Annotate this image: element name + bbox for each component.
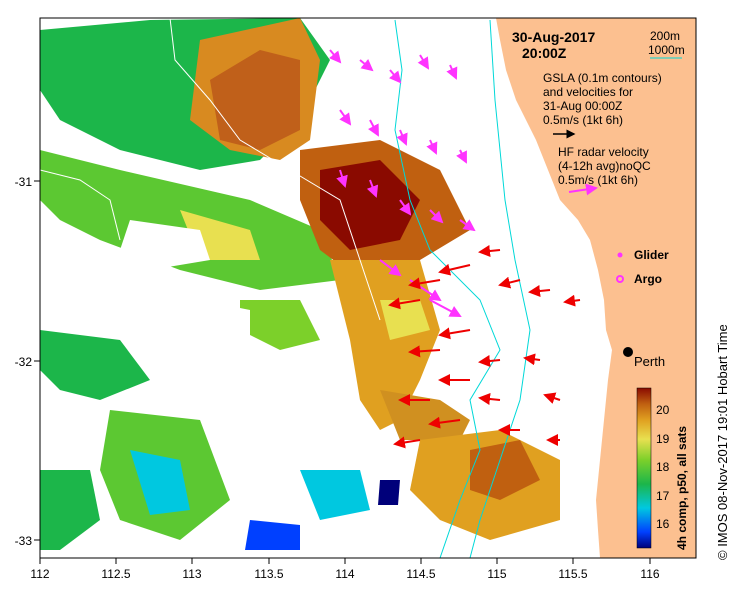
title-time: 20:00Z: [522, 45, 567, 61]
colorbar-caption: 4h comp, p50, all sats: [675, 426, 689, 550]
city-label-perth: Perth: [634, 354, 665, 369]
credit-text: © IMOS 08-Nov-2017 19:01 Hobart Time: [715, 324, 730, 560]
gsla-legend-scale: 0.5m/s (1kt 6h): [543, 113, 623, 127]
glider-symbol: [617, 252, 623, 258]
hf-legend-line2: (4-12h avg)noQC: [558, 159, 651, 173]
x-tick-116: 116: [640, 567, 659, 581]
x-tick-112-5: 112.5: [101, 567, 130, 581]
x-tick-113: 113: [182, 567, 201, 581]
x-tick-112: 112: [30, 567, 49, 581]
perth-marker: [623, 347, 633, 357]
x-tick-114-5: 114.5: [406, 567, 435, 581]
colorbar-tick-16: 16: [656, 517, 670, 531]
y-axis: -31 -32 -33: [15, 175, 33, 548]
gsla-legend-line2: and velocities for: [543, 85, 633, 99]
x-tick-115: 115: [487, 567, 506, 581]
gsla-legend-line3: 31-Aug 00:00Z: [543, 99, 622, 113]
colorbar-tick-19: 19: [656, 432, 670, 446]
hf-legend-scale: 0.5m/s (1kt 6h): [558, 173, 638, 187]
colorbar-tick-20: 20: [656, 403, 670, 417]
x-tick-113-5: 113.5: [254, 567, 283, 581]
y-tick-minus32: -32: [15, 355, 33, 369]
argo-label: Argo: [634, 272, 662, 286]
colorbar-ticks: 16 17 18 19 20: [656, 403, 670, 531]
x-axis: 112 112.5 113 113.5 114 114.5 115 115.5 …: [30, 180, 660, 581]
glider-label: Glider: [634, 248, 669, 262]
isobath-200m: [169, 18, 381, 321]
y-tick-minus33: -33: [15, 534, 33, 548]
isobath-1000m-b: [469, 19, 531, 558]
velocity-arrows: [388, 245, 581, 449]
colorbar: [636, 387, 652, 549]
contour-legend-1000: 1000m: [648, 43, 685, 57]
hf-legend-line1: HF radar velocity: [558, 145, 649, 159]
y-tick-minus31: -31: [15, 175, 33, 189]
x-tick-114: 114: [335, 567, 354, 581]
colorbar-tick-18: 18: [656, 460, 670, 474]
argo-symbol: [616, 275, 624, 283]
plot-frame: [39, 17, 697, 559]
hf-legend-arrow: [568, 183, 598, 196]
sst-field: [40, 18, 696, 558]
contour-legend-200: 200m: [650, 29, 680, 43]
hf-radar-arrows: [328, 49, 476, 317]
colorbar-tick-17: 17: [656, 489, 670, 503]
gsla-legend-line1: GSLA (0.1m contours): [543, 71, 662, 85]
x-tick-115-5: 115.5: [558, 567, 587, 581]
title-date: 30-Aug-2017: [512, 29, 595, 45]
isobath-200m-b: [40, 169, 121, 241]
isobath-1000m: [394, 19, 501, 558]
